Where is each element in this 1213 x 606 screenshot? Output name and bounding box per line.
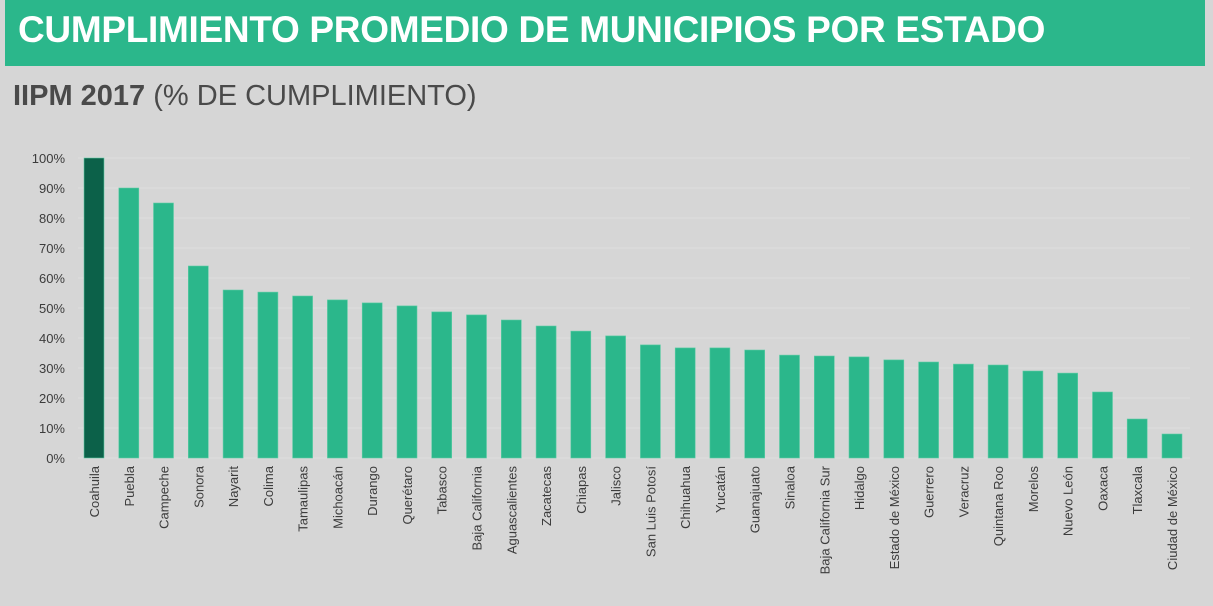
y-tick-label: 80%: [39, 211, 65, 226]
bar: [1126, 418, 1148, 459]
x-tick-label: Tlaxcala: [1130, 465, 1145, 514]
x-tick-label: Nayarit: [226, 466, 241, 508]
bar: [813, 355, 835, 459]
bar: [361, 302, 383, 459]
y-tick-label: 20%: [39, 391, 65, 406]
x-tick-label: Puebla: [122, 465, 137, 506]
bar-chart: 0% 10% 20% 30% 40% 50% 60% 70% 80% 90% 100% Coahui…: [32, 151, 1190, 574]
y-axis-ticks: 0% 10% 20% 30% 40% 50% 60% 70% 80% 90% 100%: [32, 151, 66, 466]
bar: [327, 299, 348, 459]
x-tick-label: Querétaro: [400, 466, 415, 525]
y-tick-label: 30%: [39, 361, 65, 376]
x-tick-label: Veracruz: [956, 466, 971, 517]
bar: [883, 359, 905, 459]
y-tick-label: 70%: [39, 241, 65, 256]
bar: [1022, 370, 1044, 459]
bar: [1161, 433, 1183, 459]
y-tick-label: 10%: [39, 421, 65, 436]
x-tick-label: Ciudad de México: [1165, 466, 1180, 570]
page-title: CUMPLIMIENTO PROMEDIO DE MUNICIPIOS POR …: [18, 9, 1046, 50]
x-tick-label: Morelos: [1026, 466, 1041, 513]
bar: [987, 364, 1009, 459]
subtitle-rest: (% DE CUMPLIMIENTO): [145, 80, 477, 112]
bar: [431, 311, 453, 459]
x-tick-label: Aguascalientes: [504, 466, 519, 555]
x-tick-label: Sonora: [191, 465, 206, 508]
bar: [953, 363, 974, 459]
bar: [222, 289, 244, 459]
bar: [640, 344, 661, 459]
x-tick-label: San Luis Potosí: [643, 466, 658, 557]
x-tick-label: Hidalgo: [852, 466, 867, 510]
x-tick-label: Guerrero: [922, 466, 937, 518]
x-tick-label: Nuevo León: [1061, 466, 1076, 536]
bar: [257, 291, 279, 459]
y-tick-label: 0%: [46, 451, 65, 466]
x-tick-label: Oaxaca: [1095, 465, 1110, 511]
bar: [570, 330, 592, 459]
bar: [605, 335, 626, 459]
x-tick-label: Yucatán: [713, 466, 728, 513]
x-tick-label: Chiapas: [574, 466, 589, 514]
bar: [188, 265, 209, 459]
bar: [674, 347, 696, 459]
x-tick-label: Michoacán: [330, 466, 345, 529]
bar: [292, 295, 313, 459]
x-tick-label: Sinaloa: [782, 465, 797, 509]
bar: [153, 202, 174, 459]
x-tick-label: Baja California Sur: [817, 465, 832, 574]
bar: [1092, 391, 1113, 459]
title-banner: CUMPLIMIENTO PROMEDIO DE MUNICIPIOS POR …: [5, 0, 1205, 66]
x-tick-label: Durango: [365, 466, 380, 516]
bar: [709, 347, 731, 459]
chart-subtitle: IIPM 2017 (% DE CUMPLIMIENTO): [13, 80, 477, 113]
bar: [118, 187, 140, 459]
x-tick-label: Tabasco: [435, 466, 450, 514]
x-tick-label: Baja California: [470, 465, 485, 550]
bar: [500, 319, 522, 459]
x-tick-label: Estado de México: [887, 466, 902, 569]
bar: [848, 356, 870, 459]
y-tick-label: 40%: [39, 331, 65, 346]
bar: [1057, 372, 1078, 459]
x-tick-label: Quintana Roo: [991, 466, 1006, 546]
bar: [83, 157, 105, 459]
x-tick-label: Zacatecas: [539, 466, 554, 526]
x-tick-label: Tamaulipas: [296, 466, 311, 532]
y-tick-label: 50%: [39, 301, 65, 316]
bar: [744, 349, 766, 459]
y-tick-label: 60%: [39, 271, 65, 286]
bar: [535, 325, 557, 459]
x-tick-label: Guanajuato: [748, 466, 763, 533]
x-tick-label: Colima: [261, 465, 276, 506]
x-tick-label: Coahuila: [87, 465, 102, 517]
x-tick-label: Campeche: [157, 466, 172, 529]
y-tick-label: 90%: [39, 181, 65, 196]
x-axis-labels: Coahuila Puebla Campeche Sonora Nayarit Colim…: [87, 465, 1180, 574]
bars: [83, 157, 1183, 459]
x-tick-label: Jalisco: [609, 466, 624, 506]
y-tick-label: 100%: [32, 151, 66, 166]
x-tick-label: Chihuahua: [678, 465, 693, 529]
bar: [466, 314, 487, 459]
bar: [918, 361, 939, 459]
bar: [396, 305, 418, 459]
subtitle-bold: IIPM 2017: [13, 80, 146, 112]
bar: [779, 354, 800, 459]
